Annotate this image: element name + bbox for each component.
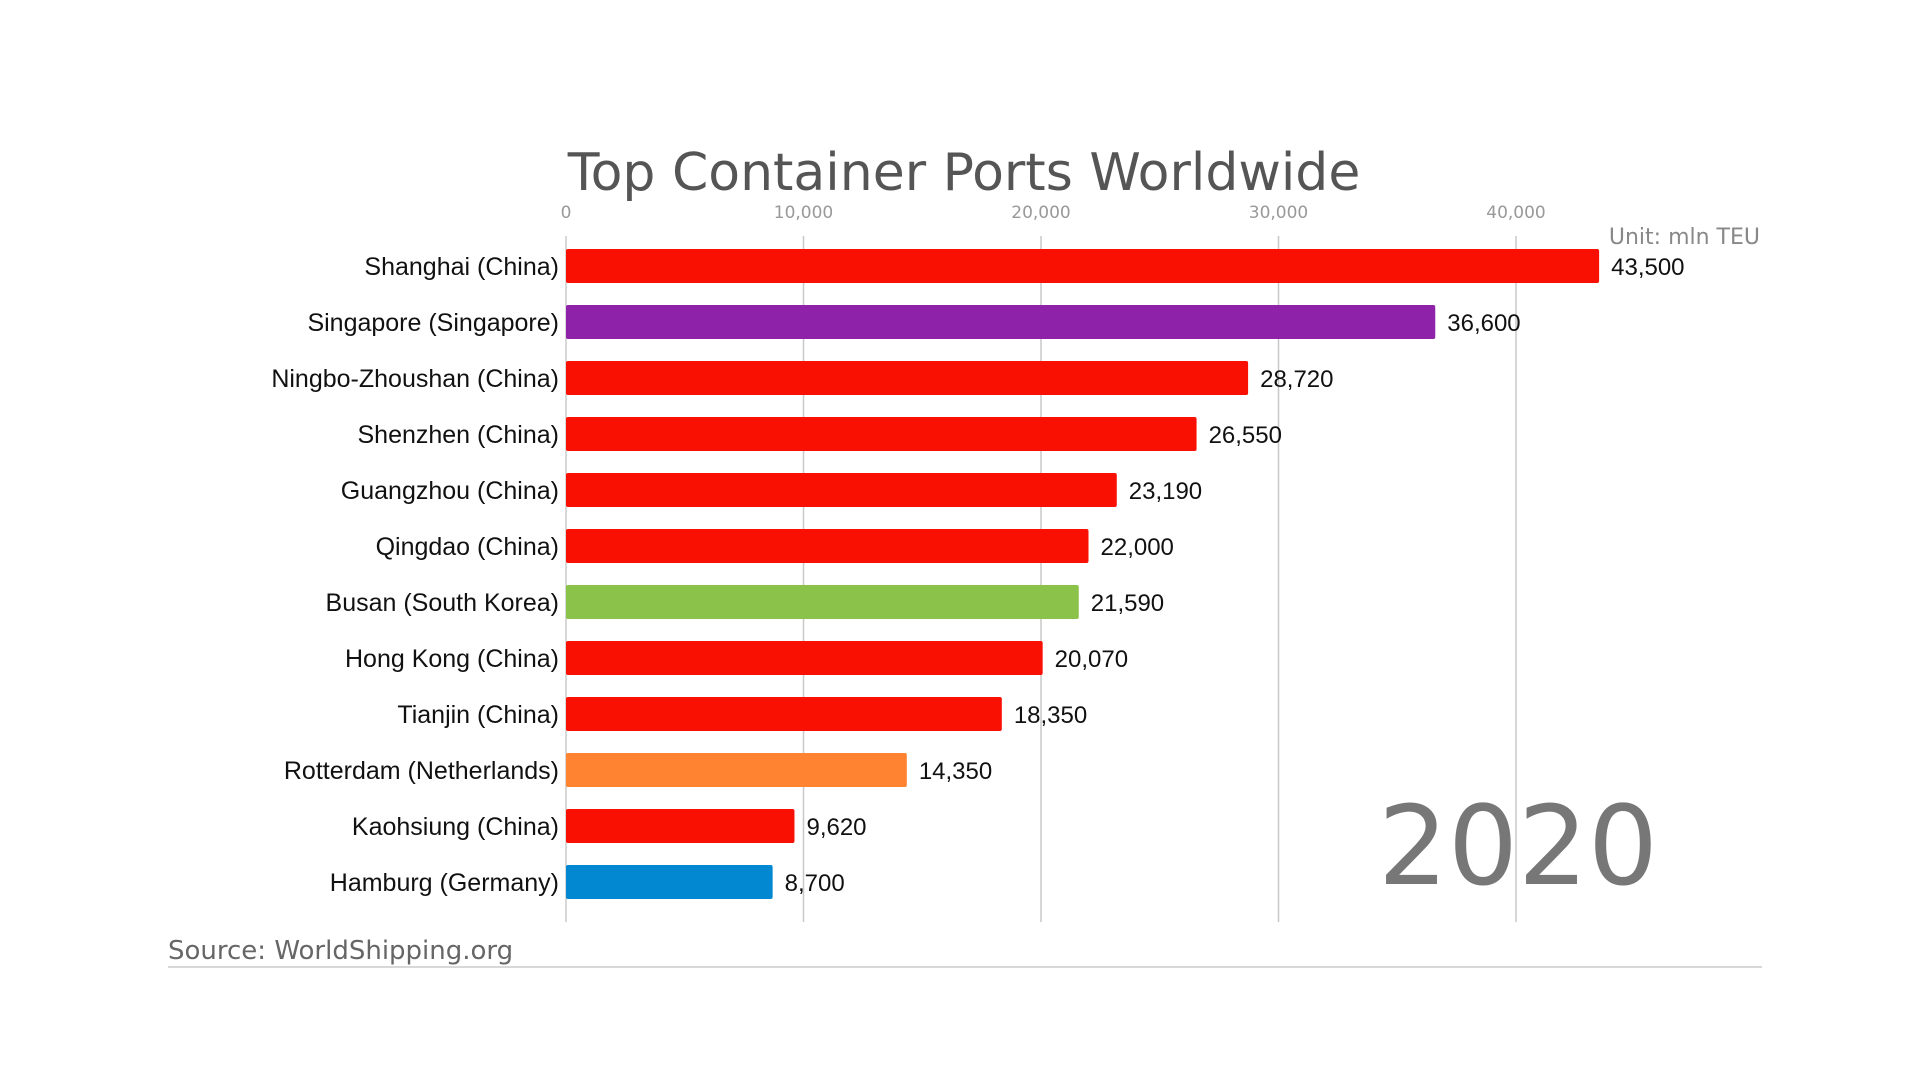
x-tick-label: 40,000 [1486,203,1545,223]
category-label: Shanghai (China) [364,253,559,281]
bar [566,529,1089,563]
x-tick-label: 20,000 [1011,203,1070,223]
value-label: 22,000 [1101,534,1174,561]
category-label: Kaohsiung (China) [352,813,559,841]
bar [566,585,1079,619]
unit-label: Unit: mln TEU [1609,225,1760,250]
category-label: Ningbo-Zhoushan (China) [271,365,559,393]
category-label: Shenzhen (China) [357,421,559,449]
category-label: Hamburg (Germany) [330,869,559,897]
chart-title: Top Container Ports Worldwide [567,143,1361,203]
bar [566,753,907,787]
bar [566,473,1117,507]
bar [566,361,1249,395]
category-label: Guangzhou (China) [341,477,559,505]
bars [566,249,1600,899]
bar [566,305,1436,339]
value-label: 9,620 [806,814,866,841]
x-tick-label: 30,000 [1249,203,1308,223]
category-label: Rotterdam (Netherlands) [284,757,559,785]
value-label: 20,070 [1055,646,1128,673]
value-label: 26,550 [1209,422,1282,449]
value-label: 21,590 [1091,590,1164,617]
category-labels: Shanghai (China) Singapore (Singapore) Nin… [271,253,559,897]
x-axis-ticks: 0 10,000 20,000 30,000 40,000 [561,203,1546,223]
value-label: 18,350 [1014,702,1087,729]
category-label: Tianjin (China) [397,701,559,729]
category-label: Hong Kong (China) [345,645,559,673]
value-label: 28,720 [1260,366,1333,393]
x-tick-label: 0 [561,203,572,223]
value-label: 8,700 [785,870,845,897]
source-label: Source: WorldShipping.org [168,936,513,966]
category-label: Singapore (Singapore) [307,309,559,337]
gridlines [565,236,1517,922]
value-label: 43,500 [1611,254,1684,281]
bar [566,865,773,899]
value-label: 23,190 [1129,478,1202,505]
year-label: 2020 [1378,782,1658,910]
bar [566,249,1600,283]
bar [566,697,1002,731]
bar [566,417,1197,451]
value-label: 14,350 [919,758,992,785]
category-label: Busan (South Korea) [326,589,559,617]
bar [566,809,795,843]
category-label: Qingdao (China) [376,533,559,561]
x-tick-label: 10,000 [774,203,833,223]
bar [566,641,1043,675]
value-label: 36,600 [1447,310,1520,337]
value-labels: 43,500 36,600 28,720 26,550 23,190 22,000 21,5… [785,254,1685,897]
